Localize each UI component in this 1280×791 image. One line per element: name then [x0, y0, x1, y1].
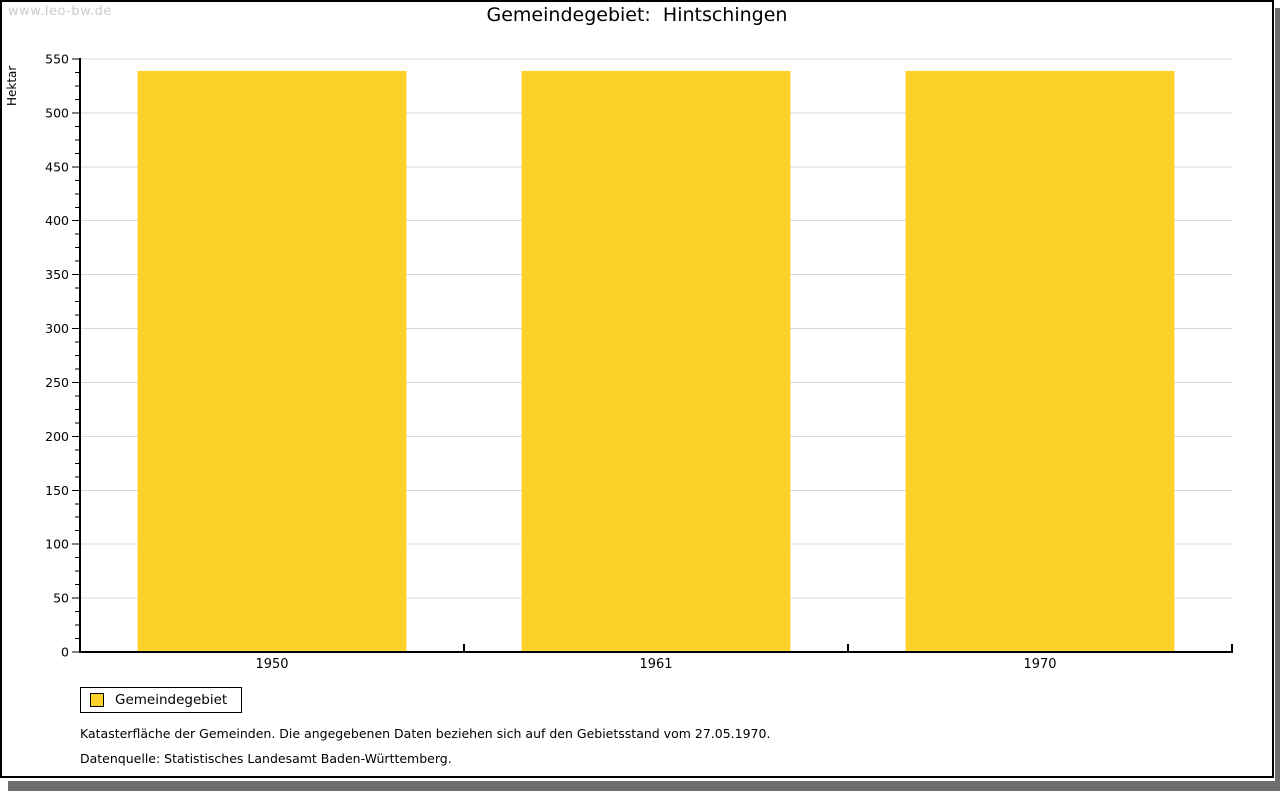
legend-label-gemeindegebiet: Gemeindegebiet [115, 692, 228, 708]
x-category-label: 1961 [639, 657, 672, 672]
y-tick-label: 450 [45, 159, 69, 174]
footnote-description: Katasterfläche der Gemeinden. Die angege… [80, 726, 771, 741]
y-tick-label: 400 [45, 213, 69, 228]
x-category-label: 1950 [255, 657, 288, 672]
drop-shadow-right [1275, 8, 1280, 791]
y-tick-label: 350 [45, 267, 69, 282]
y-tick-label: 500 [45, 105, 69, 120]
y-tick-label: 250 [45, 375, 69, 390]
y-tick-label: 100 [45, 537, 69, 552]
footnote-datasource: Datenquelle: Statistisches Landesamt Bad… [80, 751, 452, 766]
y-tick-label: 200 [45, 429, 69, 444]
legend-swatch-gemeindegebiet [90, 693, 104, 707]
bar-1950 [137, 70, 407, 653]
y-tick-label: 550 [45, 52, 69, 67]
y-tick-label: 300 [45, 321, 69, 336]
y-tick-label: 50 [53, 591, 69, 606]
bar-1961 [521, 70, 791, 653]
watermark-text: www.leo-bw.de [8, 4, 112, 19]
bar-1970 [905, 70, 1175, 653]
chart-title: Gemeindegebiet: Hintschingen [486, 4, 788, 26]
bar-chart: 0 50 100 150 200 250 300 350 400 450 500 550 1950 196… [45, 52, 1233, 672]
drop-shadow-bottom [8, 781, 1280, 791]
y-tick-label: 150 [45, 483, 69, 498]
chart-page: www.leo-bw.de Gemeindegebiet: Hintsching… [0, 0, 1274, 778]
legend-box: Gemeindegebiet [80, 687, 243, 713]
x-category-label: 1970 [1023, 657, 1056, 672]
y-tick-label: 0 [61, 645, 69, 660]
